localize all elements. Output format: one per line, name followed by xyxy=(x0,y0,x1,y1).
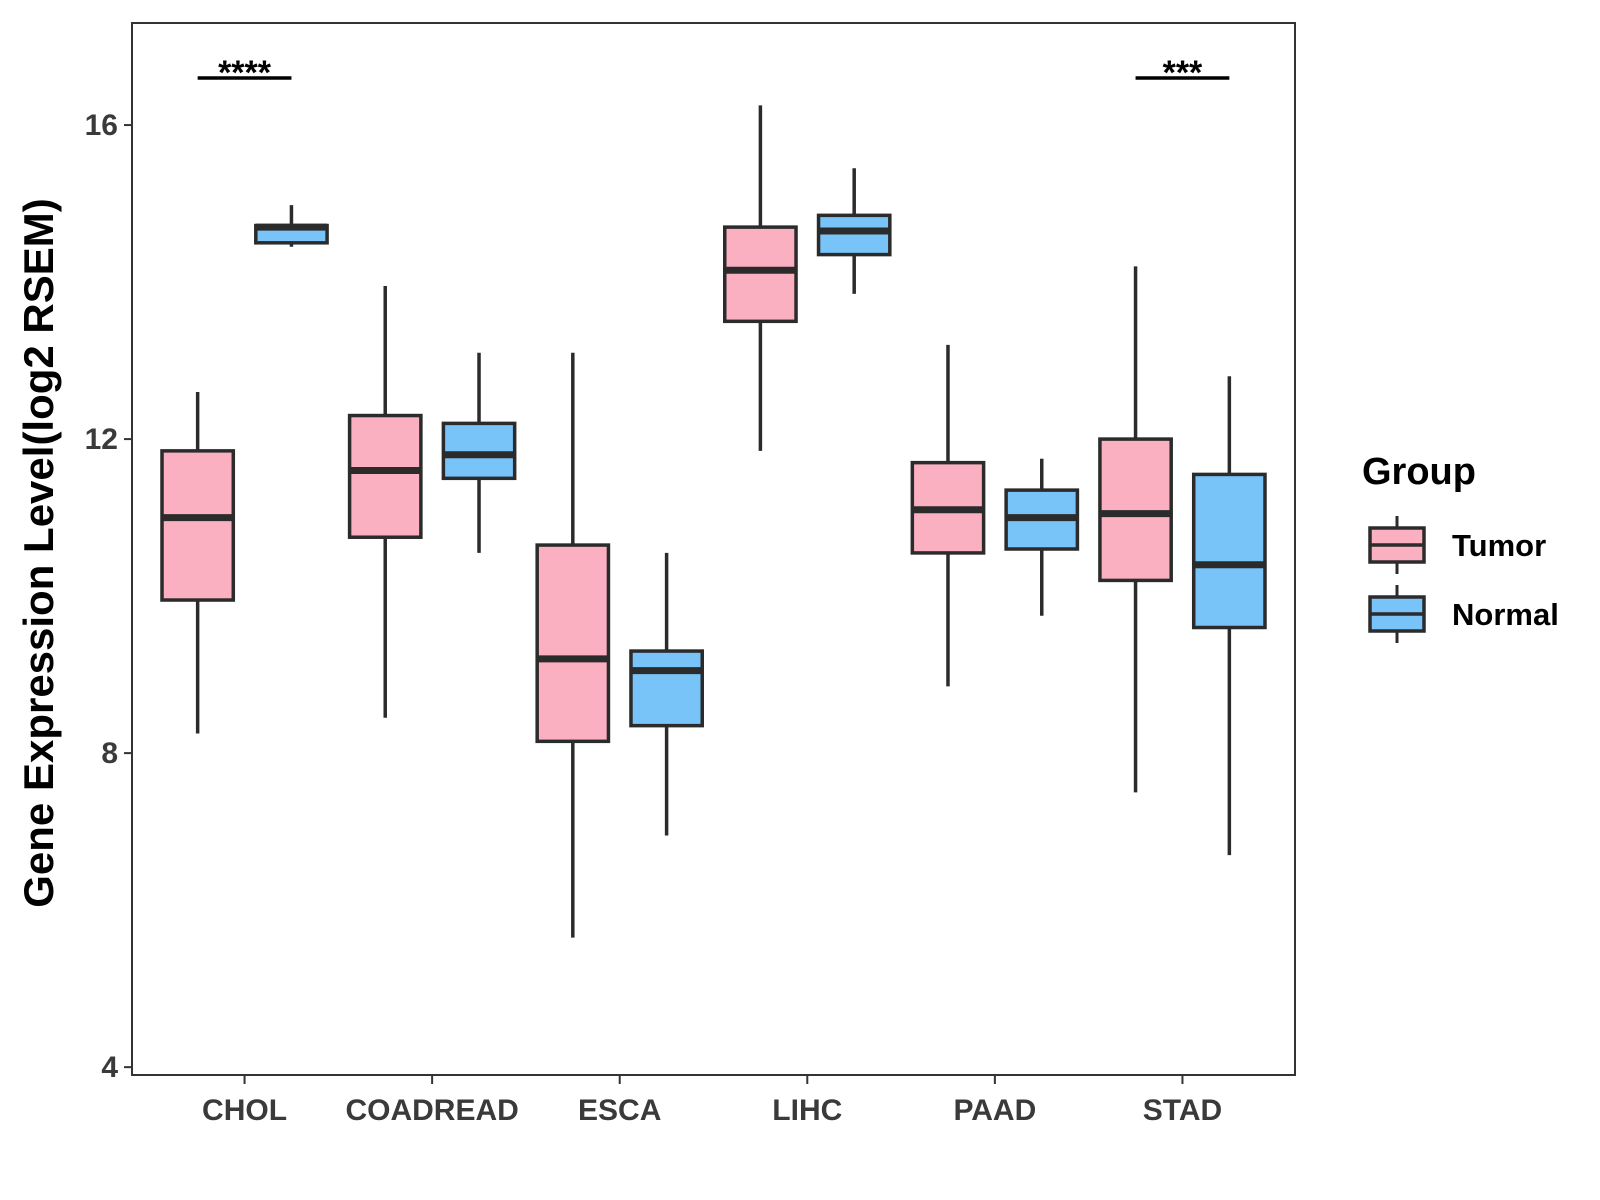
y-tick-label: 16 xyxy=(85,109,118,142)
x-axis: CHOL COADREAD ESCA LIHC PAAD STAD xyxy=(202,1075,1222,1127)
box-body xyxy=(816,213,892,257)
y-axis-label-group: Gene Expression Level(log2 RSEM) xyxy=(15,198,62,908)
box-normal-coadread xyxy=(441,352,517,553)
box-tumor-lihc xyxy=(723,105,798,451)
legend-label: Normal xyxy=(1452,597,1559,632)
plot-panel-border xyxy=(131,22,1296,1076)
box-body xyxy=(1098,437,1173,583)
legend-item-normal: Normal xyxy=(1368,585,1559,643)
box-body xyxy=(160,449,236,602)
box-body xyxy=(535,543,611,744)
box-normal-paad xyxy=(1004,458,1080,616)
x-tick-label: CHOL xyxy=(202,1094,287,1127)
legend: Group Tumor Normal xyxy=(1362,451,1559,643)
box-tumor-chol xyxy=(160,391,236,734)
y-axis-label: Gene Expression Level(log2 RSEM) xyxy=(15,198,62,908)
box-series xyxy=(160,105,1267,938)
box-normal-stad xyxy=(1191,376,1267,856)
x-tick-label: LIHC xyxy=(772,1094,842,1127)
significance-annotations: **** *** xyxy=(197,54,1230,92)
box-tumor-paad xyxy=(910,344,986,687)
box-body xyxy=(1191,472,1267,630)
x-tick-label: COADREAD xyxy=(345,1094,518,1127)
box-body xyxy=(347,413,423,539)
y-tick-label: 8 xyxy=(101,737,118,770)
box-normal-chol xyxy=(254,205,329,247)
y-tick-label: 4 xyxy=(101,1051,118,1084)
significance-label: **** xyxy=(218,54,272,92)
box-body xyxy=(723,225,798,324)
box-tumor-esca xyxy=(535,352,611,938)
y-tick-label: 12 xyxy=(85,423,118,456)
legend-item-tumor: Tumor xyxy=(1368,516,1546,574)
legend-title: Group xyxy=(1362,451,1476,493)
box-tumor-stad xyxy=(1098,266,1173,793)
legend-label: Tumor xyxy=(1452,528,1546,563)
significance-label: *** xyxy=(1163,54,1203,92)
box-normal-lihc xyxy=(816,168,892,294)
x-tick-label: PAAD xyxy=(953,1094,1036,1127)
y-axis: 4 8 12 16 xyxy=(85,109,132,1084)
box-tumor-coadread xyxy=(347,286,423,718)
box-body xyxy=(441,421,517,481)
x-tick-label: ESCA xyxy=(578,1094,661,1127)
box-body xyxy=(629,649,704,728)
box-normal-esca xyxy=(629,552,704,836)
x-tick-label: STAD xyxy=(1143,1094,1222,1127)
